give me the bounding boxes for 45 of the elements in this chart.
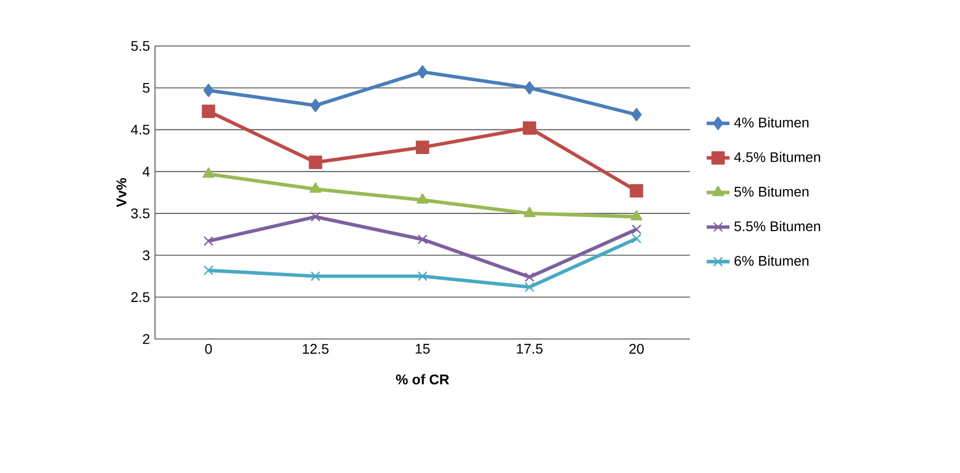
point [522, 121, 536, 135]
y-tick-label: 3.5 [131, 208, 150, 218]
point [310, 212, 320, 222]
point [416, 193, 428, 204]
x-tick-label: 12.5 [302, 344, 329, 354]
point [202, 104, 216, 118]
y-tick-label: 2.5 [131, 292, 150, 302]
point [416, 140, 430, 154]
point [524, 206, 536, 218]
point [632, 224, 642, 234]
point [204, 265, 214, 276]
point [630, 210, 642, 220]
point [417, 65, 428, 79]
x-axis-title: % of CR [396, 374, 450, 384]
y-tick-label: 3 [142, 250, 150, 260]
point [204, 236, 214, 246]
point [308, 156, 322, 170]
point [631, 108, 642, 122]
legend-label: 5% Bitumen [734, 186, 808, 197]
legend-label: 5.5% Bitumen [734, 220, 820, 232]
point [524, 282, 534, 292]
x-tick-label: 17.5 [516, 344, 543, 354]
y-tick-label: 2 [143, 334, 150, 344]
point [202, 167, 214, 178]
point [203, 84, 214, 98]
y-tick-label: 5.5 [131, 41, 150, 51]
point [630, 184, 644, 198]
y-tick-label: 5 [142, 82, 150, 93]
legend-label: 4.5% Bitumen [734, 152, 820, 162]
point [632, 234, 642, 244]
point [310, 182, 322, 193]
x-tick-label: 15 [416, 344, 430, 354]
point [524, 272, 534, 282]
y-tick-label: 4 [142, 166, 150, 176]
point [310, 271, 320, 282]
x-tick-label: 0 [205, 344, 212, 354]
point [418, 234, 428, 244]
point [524, 81, 535, 95]
point [310, 98, 321, 112]
y-axis-title: Vv% [116, 178, 126, 208]
legend-label: 4% Bitumen [734, 117, 808, 128]
point [418, 271, 428, 282]
y-tick-label: 4.5 [130, 124, 150, 135]
x-tick-label: 20 [629, 344, 644, 354]
legend-label: 6% Bitumen [734, 256, 808, 266]
